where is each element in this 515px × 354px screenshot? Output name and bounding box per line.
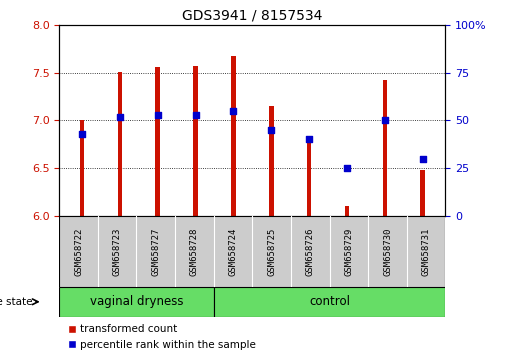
Bar [231,56,236,216]
Bar [80,120,84,216]
Bar [98,216,136,287]
Text: GSM658730: GSM658730 [383,227,392,275]
Text: vaginal dryness: vaginal dryness [90,295,184,308]
Point [153,112,162,118]
Text: GSM658727: GSM658727 [151,227,160,275]
Title: GDS3941 / 8157534: GDS3941 / 8157534 [182,8,322,22]
Point [116,114,124,119]
Point [78,131,86,137]
Bar [407,216,445,287]
Point [419,156,427,161]
Bar [291,216,330,287]
Bar [383,80,387,216]
Point [192,112,200,118]
Bar [420,170,425,216]
Legend: transformed count, percentile rank within the sample: transformed count, percentile rank withi… [64,320,260,354]
Text: GSM658725: GSM658725 [267,227,276,275]
Bar [156,67,160,216]
Text: control: control [310,295,351,308]
Bar [193,66,198,216]
Bar [175,216,214,287]
Point [343,165,351,171]
Bar [368,216,407,287]
Bar [345,206,349,216]
Text: GSM658729: GSM658729 [345,227,353,275]
Point [229,108,237,114]
Text: disease state: disease state [0,297,32,307]
Bar [136,216,175,287]
Bar [307,139,312,216]
Bar [269,106,273,216]
Bar [59,287,214,317]
Bar [117,72,122,216]
Bar [214,216,252,287]
Text: GSM658722: GSM658722 [74,227,83,275]
Text: GSM658728: GSM658728 [190,227,199,275]
Text: GSM658723: GSM658723 [113,227,122,275]
Point [305,137,313,142]
Text: GSM658731: GSM658731 [422,227,431,275]
Point [267,127,276,133]
Point [381,118,389,123]
Bar [214,287,445,317]
Bar [59,216,98,287]
Bar [330,216,368,287]
Text: GSM658726: GSM658726 [306,227,315,275]
Bar [252,216,291,287]
Text: GSM658724: GSM658724 [229,227,237,275]
